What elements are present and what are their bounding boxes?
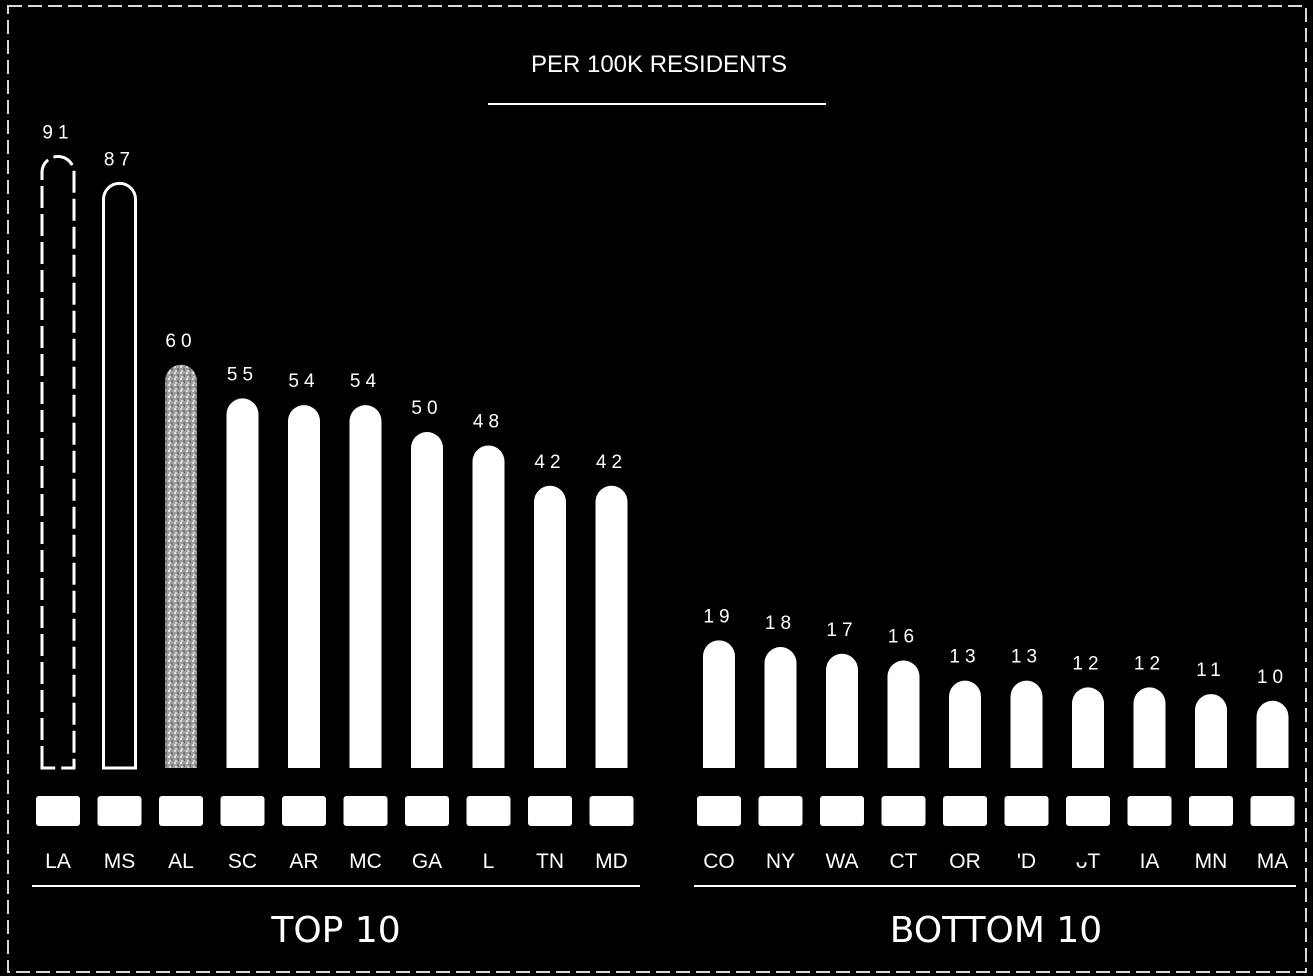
category-label-wa: WA [825, 850, 858, 873]
value-label-ma: 10 [1257, 667, 1288, 688]
state-shape-or-icon [943, 796, 987, 826]
value-label-ny: 18 [765, 613, 796, 634]
bar-or [949, 680, 981, 768]
value-label-t: 12 [1072, 653, 1103, 674]
state-shape-l-icon [466, 796, 511, 826]
category-label-or: OR [949, 850, 981, 873]
state-shape-ct-icon [881, 796, 926, 826]
value-label-ga: 50 [411, 398, 442, 419]
state-shape-sc-icon [220, 796, 265, 826]
state-shape-t-icon [1066, 796, 1110, 826]
category-label-sc: SC [228, 850, 257, 873]
value-label-or: 13 [949, 647, 980, 668]
value-label-ct: 16 [888, 626, 919, 647]
category-label-ms: MS [104, 850, 136, 873]
value-label-ia: 12 [1134, 653, 1165, 674]
state-shape-mn-icon [1189, 796, 1233, 826]
value-label-tn: 42 [534, 452, 565, 473]
value-label-d: 13 [1011, 647, 1042, 668]
bar-ia [1133, 687, 1166, 768]
bar-mn [1195, 694, 1227, 768]
group-label-top: TOP 10 [270, 910, 400, 951]
bar-ny [764, 647, 797, 768]
bar-la [40, 154, 76, 770]
state-shape-tn-icon [528, 796, 572, 826]
bar-ma [1256, 700, 1289, 768]
category-label-md: MD [595, 850, 628, 873]
category-label-ct: CT [890, 850, 918, 873]
state-shape-mc-icon [343, 796, 388, 826]
value-label-wa: 17 [826, 620, 857, 641]
category-label-ma: MA [1257, 850, 1289, 873]
value-label-ms: 87 [104, 149, 135, 170]
state-shape-ms-icon [97, 796, 142, 826]
bar-mc [349, 405, 382, 768]
group-label-bottom: BOTTOM 10 [890, 910, 1102, 951]
state-shape-ga-icon [405, 796, 449, 826]
state-shape-al-icon [159, 796, 203, 826]
bar-l [472, 445, 505, 768]
bar-md [595, 485, 628, 768]
bar-ms [102, 181, 137, 770]
bar-co [703, 640, 735, 768]
bar-sc [226, 398, 259, 768]
bar-t [1072, 687, 1104, 768]
category-label-l: L [483, 850, 495, 873]
value-label-mn: 11 [1196, 660, 1226, 681]
category-label-co: CO [703, 850, 735, 873]
chart-title: PER 100K RESIDENTS [531, 51, 787, 78]
category-label-ia: IA [1140, 850, 1160, 873]
state-shape-ar-icon [282, 796, 326, 826]
state-shape-la-icon [36, 796, 80, 826]
category-label-la: LA [45, 850, 71, 873]
state-shape-wa-icon [820, 796, 864, 826]
category-label-al: AL [168, 850, 194, 873]
value-label-mc: 54 [350, 371, 381, 392]
value-label-la: 91 [42, 122, 73, 143]
bar-ct [887, 660, 920, 768]
bar-ga [411, 432, 443, 768]
state-shape-ny-icon [758, 796, 803, 826]
state-shape-co-icon [697, 796, 741, 826]
category-label-d: 'D [1017, 850, 1036, 873]
state-shape-ia-icon [1127, 796, 1172, 826]
bar-tn [534, 485, 566, 768]
category-label-mn: MN [1195, 850, 1228, 873]
value-label-ar: 54 [288, 371, 319, 392]
chart-frame [7, 5, 1307, 973]
bar-al [165, 364, 197, 768]
category-label-ga: GA [412, 850, 442, 873]
state-shape-ma-icon [1250, 796, 1295, 826]
value-label-md: 42 [596, 452, 627, 473]
category-label-t: ᴗT [1076, 850, 1101, 873]
value-label-al: 60 [165, 331, 196, 352]
category-label-tn: TN [536, 850, 564, 873]
value-label-co: 19 [703, 606, 734, 627]
bar-wa [826, 653, 858, 768]
category-label-ny: NY [766, 850, 795, 873]
state-shape-d-icon [1004, 796, 1049, 826]
category-label-mc: MC [349, 850, 382, 873]
value-label-l: 48 [473, 411, 504, 432]
value-label-sc: 55 [227, 364, 258, 385]
state-shape-md-icon [589, 796, 634, 826]
category-label-ar: AR [289, 850, 318, 873]
bar-ar [288, 405, 320, 768]
bar-d [1010, 680, 1043, 768]
